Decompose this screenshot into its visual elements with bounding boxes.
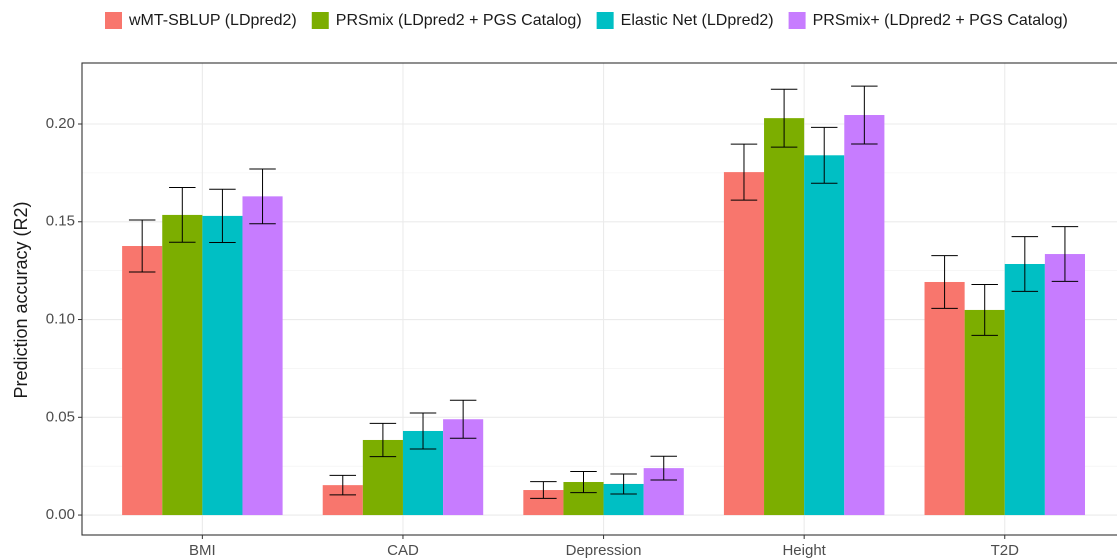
error-bar — [610, 473, 637, 495]
y-tick-label: 0.20 — [46, 115, 75, 132]
legend: wMT-SBLUP (LDpred2) PRSmix (LDpred2 + PGS… — [105, 12, 1068, 29]
legend-swatch — [105, 12, 122, 29]
legend-label: Elastic Net (LDpred2) — [621, 12, 774, 29]
bar — [122, 246, 163, 516]
error-bar — [449, 399, 477, 439]
error-bar — [1051, 226, 1079, 282]
error-bar — [249, 168, 276, 225]
error-bar — [770, 88, 798, 148]
bar — [764, 118, 805, 516]
error-bar — [128, 219, 156, 273]
error-bar — [931, 255, 958, 309]
bar — [1044, 254, 1085, 516]
panel-border — [81, 62, 1117, 536]
legend-label: PRSmix+ (LDpred2 + PGS Catalog) — [813, 12, 1068, 29]
bar — [242, 196, 283, 516]
legend-swatch — [311, 12, 329, 29]
bar — [844, 115, 885, 516]
x-tick-label: Depression — [566, 542, 642, 559]
error-bar — [650, 455, 677, 481]
error-bar — [409, 412, 437, 450]
legend-swatch — [788, 12, 806, 29]
error-bar — [209, 188, 236, 243]
legend-swatch — [596, 12, 614, 29]
error-bar — [851, 85, 878, 145]
y-tick-label: 0.05 — [46, 408, 75, 425]
error-bar — [329, 474, 357, 496]
x-tick-label: T2D — [991, 542, 1020, 559]
y-tick-label: 0.00 — [46, 506, 75, 523]
error-bar — [810, 126, 838, 184]
legend-label: PRSmix (LDpred2 + PGS Catalog) — [336, 12, 582, 29]
y-tick-label: 0.15 — [46, 213, 75, 230]
y-axis-title: Prediction accuracy (R2) — [11, 201, 31, 398]
error-bar — [530, 481, 557, 499]
error-bar — [570, 470, 597, 494]
bar — [723, 172, 765, 516]
bar — [924, 281, 965, 516]
error-bar — [971, 284, 998, 336]
error-bar — [1011, 236, 1039, 292]
bar — [162, 214, 203, 516]
error-bar — [169, 187, 196, 243]
bar — [964, 309, 1005, 516]
x-tick-label: Height — [782, 542, 826, 559]
y-tick-label: 0.10 — [46, 310, 75, 327]
legend-label: wMT-SBLUP (LDpred2) — [128, 12, 297, 29]
error-bar — [730, 143, 758, 201]
bar — [202, 215, 243, 516]
x-tick-label: CAD — [387, 542, 419, 559]
bar — [804, 155, 845, 516]
x-tick-label: BMI — [189, 542, 216, 559]
error-bar — [369, 422, 397, 458]
bar — [1004, 264, 1045, 516]
